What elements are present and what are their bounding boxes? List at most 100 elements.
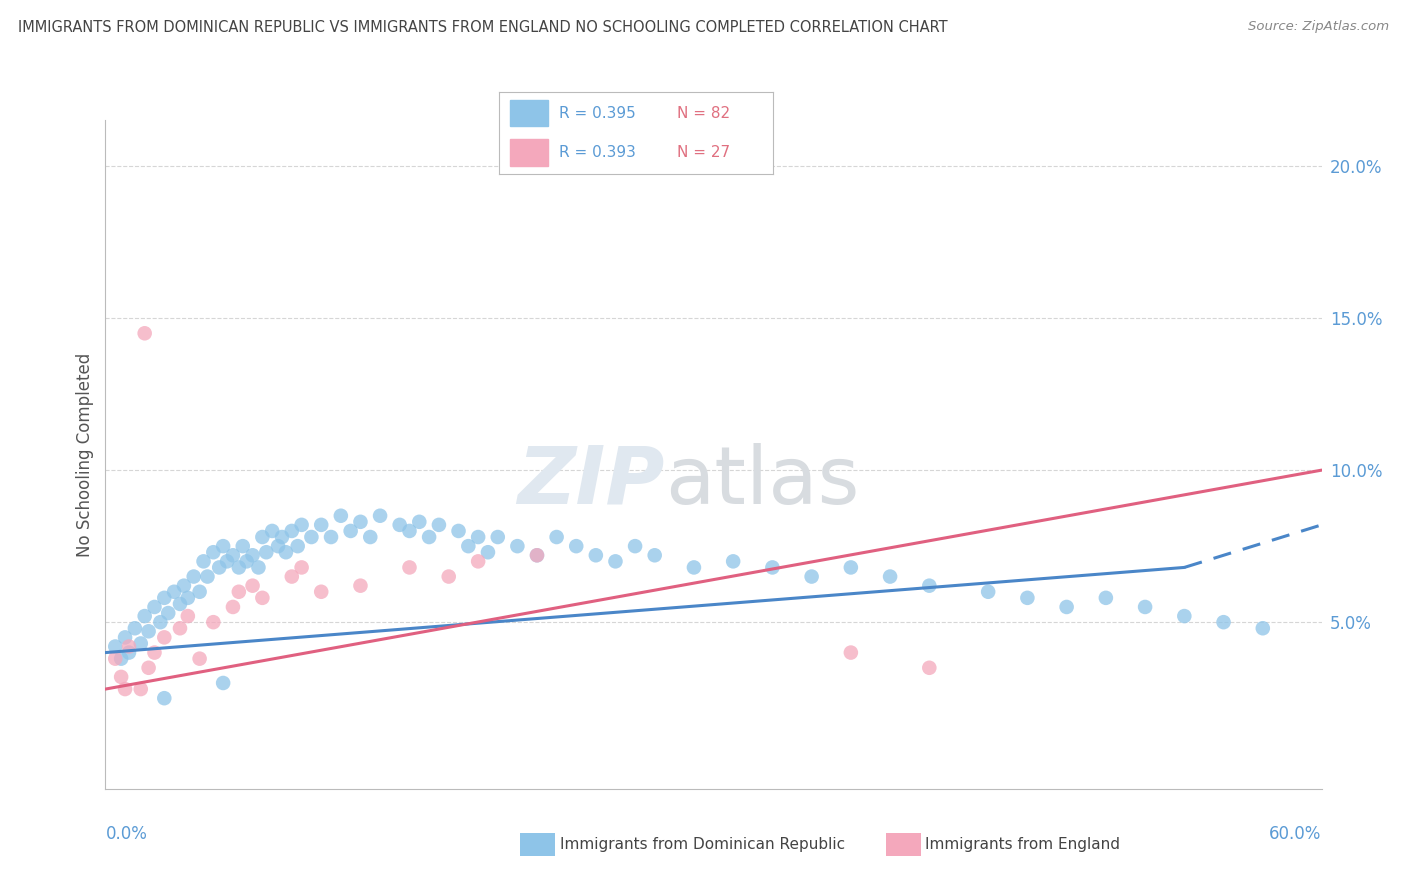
Point bbox=[359, 530, 381, 544]
Point bbox=[134, 609, 156, 624]
Point bbox=[197, 569, 219, 583]
Point bbox=[291, 517, 314, 532]
Point bbox=[1095, 591, 1118, 605]
Text: Immigrants from Dominican Republic: Immigrants from Dominican Republic bbox=[560, 838, 845, 852]
Text: Immigrants from England: Immigrants from England bbox=[925, 838, 1121, 852]
Point bbox=[329, 508, 352, 523]
Point bbox=[506, 539, 529, 553]
Point bbox=[1017, 591, 1039, 605]
Point bbox=[526, 548, 548, 563]
Bar bbox=[510, 139, 548, 166]
Point bbox=[477, 545, 499, 559]
Point bbox=[228, 584, 250, 599]
Point bbox=[157, 606, 180, 620]
Point bbox=[222, 548, 245, 563]
Point bbox=[977, 584, 1000, 599]
Point bbox=[291, 560, 314, 574]
Point bbox=[274, 545, 297, 559]
Y-axis label: No Schooling Completed: No Schooling Completed bbox=[76, 353, 94, 557]
Point bbox=[281, 524, 304, 538]
Point bbox=[427, 517, 450, 532]
Point bbox=[281, 569, 304, 583]
Point bbox=[398, 524, 420, 538]
Point bbox=[287, 539, 309, 553]
Point bbox=[398, 560, 420, 574]
Point bbox=[309, 517, 332, 532]
Point bbox=[271, 530, 294, 544]
Point bbox=[232, 539, 254, 553]
Point bbox=[129, 681, 152, 696]
Text: N = 27: N = 27 bbox=[678, 145, 731, 160]
Point bbox=[254, 545, 277, 559]
Text: ZIP: ZIP bbox=[517, 442, 665, 521]
Point bbox=[486, 530, 509, 544]
Point bbox=[163, 584, 186, 599]
Point bbox=[879, 569, 901, 583]
Point bbox=[349, 579, 371, 593]
Point bbox=[212, 539, 235, 553]
Point bbox=[349, 515, 371, 529]
Point bbox=[228, 560, 250, 574]
Point bbox=[153, 631, 176, 645]
Point bbox=[153, 691, 176, 706]
Point bbox=[418, 530, 440, 544]
Point bbox=[134, 326, 156, 341]
Point bbox=[565, 539, 588, 553]
Point bbox=[217, 554, 239, 568]
Point bbox=[193, 554, 215, 568]
Point bbox=[1212, 615, 1234, 630]
Point bbox=[1173, 609, 1195, 624]
Text: atlas: atlas bbox=[665, 442, 859, 521]
Point bbox=[118, 646, 141, 660]
Point bbox=[800, 569, 823, 583]
Point bbox=[110, 670, 132, 684]
Point bbox=[467, 554, 489, 568]
Point bbox=[143, 646, 166, 660]
Point bbox=[104, 651, 127, 665]
Point bbox=[118, 640, 141, 654]
Point bbox=[309, 584, 332, 599]
Point bbox=[839, 646, 862, 660]
Point bbox=[169, 597, 191, 611]
Point bbox=[114, 631, 136, 645]
Point bbox=[262, 524, 284, 538]
Bar bbox=[510, 100, 548, 127]
Point bbox=[1133, 599, 1156, 614]
Point bbox=[183, 569, 205, 583]
Point bbox=[368, 508, 391, 523]
Point bbox=[252, 530, 274, 544]
Point bbox=[222, 599, 245, 614]
Point bbox=[177, 591, 200, 605]
Point bbox=[252, 591, 274, 605]
Point bbox=[124, 621, 146, 635]
Point bbox=[605, 554, 627, 568]
Point bbox=[546, 530, 568, 544]
Point bbox=[202, 545, 225, 559]
Point bbox=[169, 621, 191, 635]
Point bbox=[104, 640, 127, 654]
Point bbox=[299, 530, 322, 544]
Point bbox=[1251, 621, 1274, 635]
Point bbox=[721, 554, 744, 568]
Point bbox=[457, 539, 479, 553]
Point bbox=[437, 569, 460, 583]
Point bbox=[110, 651, 132, 665]
Text: R = 0.395: R = 0.395 bbox=[560, 106, 636, 120]
Point bbox=[585, 548, 607, 563]
Point bbox=[242, 548, 264, 563]
Point bbox=[839, 560, 862, 574]
Point bbox=[447, 524, 470, 538]
Point bbox=[267, 539, 290, 553]
Point bbox=[339, 524, 361, 538]
Point bbox=[188, 584, 211, 599]
Point bbox=[761, 560, 783, 574]
Point bbox=[114, 681, 136, 696]
Point bbox=[467, 530, 489, 544]
Text: N = 82: N = 82 bbox=[678, 106, 731, 120]
Point bbox=[388, 517, 411, 532]
Point bbox=[138, 661, 160, 675]
Point bbox=[918, 579, 941, 593]
Point bbox=[208, 560, 231, 574]
Point bbox=[138, 624, 160, 639]
Point bbox=[247, 560, 270, 574]
